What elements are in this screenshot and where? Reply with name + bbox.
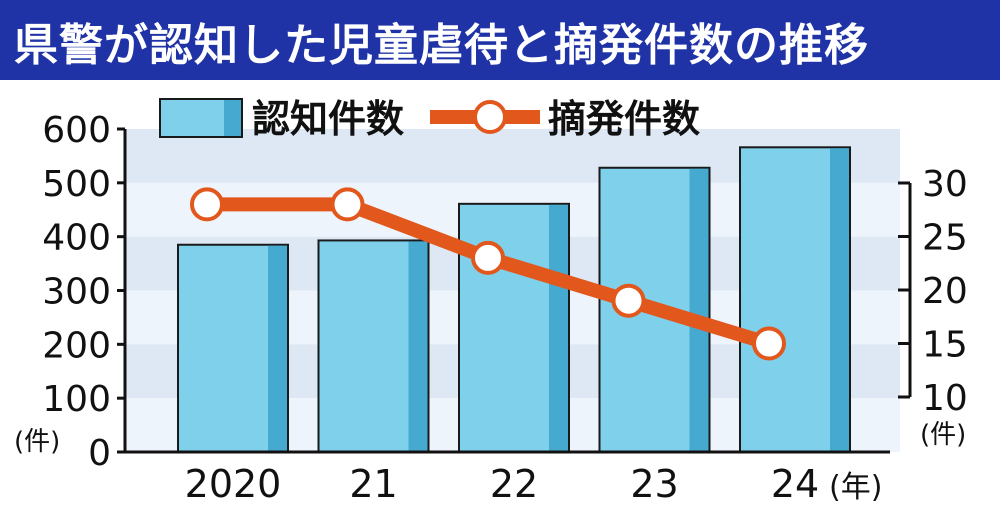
legend-line-label: 摘発件数 xyxy=(548,97,700,141)
bar-shade xyxy=(408,241,428,452)
left-tick-label: 100 xyxy=(42,379,111,420)
line-point xyxy=(330,187,365,222)
right-tick-label: 30 xyxy=(922,164,968,205)
line-point xyxy=(190,187,224,222)
right-tick-label: 15 xyxy=(922,325,968,366)
line-point xyxy=(611,283,646,318)
left-tick-label: 0 xyxy=(88,433,111,474)
left-axis-unit: (件) xyxy=(14,427,60,457)
bar-shade xyxy=(549,204,568,452)
x-tick-label: 2020 xyxy=(185,462,282,506)
right-tick-label: 20 xyxy=(922,271,968,312)
right-tick-label: 25 xyxy=(922,218,968,259)
legend-line-marker xyxy=(473,100,507,134)
chart: 2020 21 22 23 24 (年)0100200300400500600(件)101… xyxy=(14,97,968,506)
bar-shade xyxy=(830,148,849,452)
line-point xyxy=(471,240,505,275)
x-unit-label: (年) xyxy=(829,470,882,505)
bar-shade xyxy=(268,245,287,452)
chart-title: 県警が認知した児童虐待と摘発件数の推移 xyxy=(14,20,869,71)
left-tick-label: 500 xyxy=(42,164,111,205)
right-tick-label: 10 xyxy=(922,378,968,419)
left-tick-label: 200 xyxy=(42,325,111,366)
right-axis-unit: (件) xyxy=(920,420,966,450)
left-tick-label: 600 xyxy=(42,110,111,151)
left-tick-label: 300 xyxy=(42,272,111,313)
x-tick-label: 24 xyxy=(771,462,819,506)
x-tick-label: 22 xyxy=(490,462,538,506)
left-tick-label: 400 xyxy=(42,218,111,259)
x-tick-label: 23 xyxy=(630,462,678,506)
x-tick-label: 21 xyxy=(349,462,397,506)
legend-bar-swatch-shade xyxy=(224,100,241,136)
bar-shade xyxy=(689,168,709,452)
legend-bar-label: 認知件数 xyxy=(252,97,404,141)
title-bar: 県警が認知した児童虐待と摘発件数の推移 xyxy=(0,0,1000,80)
line-point xyxy=(752,326,786,361)
